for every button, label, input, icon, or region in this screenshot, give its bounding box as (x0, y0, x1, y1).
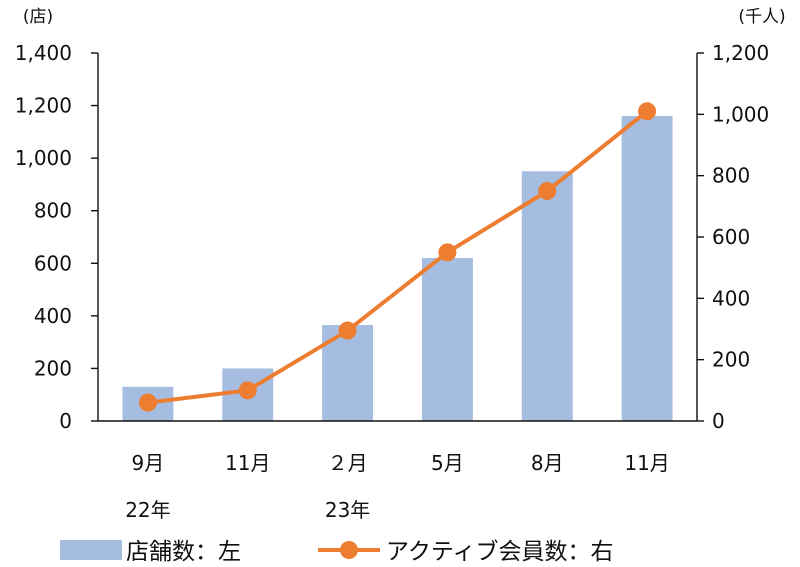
right-axis-ticks: 0 200 400 600 800 1,000 1,200 (697, 41, 769, 433)
line-point (438, 243, 457, 262)
left-axis-unit-label: (店) (23, 7, 53, 27)
legend: 店舗数：左 アクティブ会員数：右 (60, 539, 613, 565)
line-point (538, 182, 557, 200)
left-tick-label: 600 (34, 251, 72, 275)
left-tick-label: 200 (34, 356, 72, 380)
left-tick-label: 0 (59, 409, 72, 433)
right-tick-label: 1,000 (712, 102, 769, 126)
line-series (138, 102, 657, 412)
line-point (638, 102, 657, 121)
x-category-label: 11月 (624, 451, 669, 475)
left-axis-ticks: 0 200 400 600 800 1,000 1,200 1,400 (15, 41, 98, 433)
bar-series (122, 116, 673, 421)
right-tick-label: 600 (712, 225, 750, 249)
x-category-label: 8月 (531, 451, 564, 475)
x-axis-labels: 9月 11月 ２月 5月 8月 11月 22年 23年 (125, 451, 670, 522)
bar (621, 116, 673, 421)
bar (421, 258, 473, 421)
right-tick-label: 200 (712, 348, 750, 372)
legend-bar-label: 店舗数：左 (126, 539, 241, 565)
right-tick-label: 1,200 (712, 41, 769, 65)
right-axis-unit-label: (千人) (738, 7, 785, 27)
right-tick-label: 800 (712, 164, 750, 188)
legend-line-marker (340, 541, 358, 559)
series-line (147, 109, 649, 405)
x-year-label: 22年 (125, 498, 170, 522)
line-point (238, 381, 257, 400)
left-tick-label: 800 (34, 199, 72, 223)
left-tick-label: 1,400 (15, 41, 72, 65)
line-point (338, 321, 357, 340)
left-tick-label: 400 (34, 304, 72, 328)
x-category-label: ２月 (328, 451, 368, 475)
bar (521, 171, 573, 421)
right-tick-label: 0 (712, 409, 725, 433)
x-category-label: 11月 (225, 451, 270, 475)
left-tick-label: 1,200 (15, 94, 72, 118)
x-year-label: 23年 (325, 498, 370, 522)
x-category-label: 5月 (431, 451, 464, 475)
line-point (138, 393, 157, 412)
legend-line-label: アクティブ会員数：右 (386, 539, 613, 565)
x-category-label: 9月 (132, 451, 165, 475)
legend-bar-swatch (60, 540, 122, 560)
left-tick-label: 1,000 (15, 146, 72, 170)
right-tick-label: 400 (712, 286, 750, 310)
